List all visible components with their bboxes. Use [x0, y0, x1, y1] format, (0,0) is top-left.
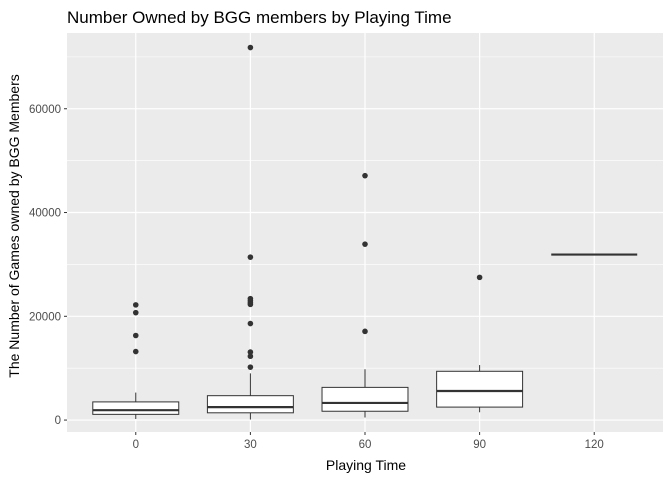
- outlier-point: [247, 295, 254, 302]
- box-iqr: [206, 395, 294, 414]
- outlier-point: [247, 364, 254, 370]
- y-tick-label: 40000: [29, 208, 61, 220]
- outlier-point: [247, 349, 254, 355]
- outlier-point: [132, 332, 139, 339]
- outlier-point: [247, 320, 254, 327]
- y-axis-title: The Number of Games owned by BGG Members: [6, 74, 22, 377]
- outlier-point: [132, 302, 139, 308]
- x-tick-label: 120: [585, 439, 604, 451]
- x-tick-label: 30: [244, 439, 257, 451]
- box-iqr: [92, 401, 180, 415]
- outlier-point: [362, 172, 368, 179]
- outlier-point: [247, 44, 254, 51]
- outlier-point: [362, 241, 368, 247]
- outlier-point: [247, 353, 254, 360]
- box-iqr: [436, 370, 524, 408]
- x-axis-title: Playing Time: [326, 457, 406, 473]
- outlier-point: [132, 348, 139, 355]
- y-tick-label: 60000: [29, 104, 61, 116]
- x-tick-label: 90: [473, 439, 486, 451]
- outlier-point: [476, 274, 483, 281]
- x-tick-label: 0: [133, 439, 139, 451]
- outlier-point: [132, 309, 139, 316]
- chart-title: Number Owned by BGG members by Playing T…: [67, 8, 452, 27]
- y-tick-label: 20000: [29, 311, 61, 323]
- outlier-point: [247, 254, 254, 260]
- plot-area: 0 20000 40000 60000 0 30 60 90 120: [29, 33, 663, 451]
- box-iqr: [321, 386, 409, 412]
- outlier-point: [362, 328, 368, 335]
- y-tick-label: 0: [55, 415, 61, 427]
- x-tick-label: 60: [359, 439, 372, 451]
